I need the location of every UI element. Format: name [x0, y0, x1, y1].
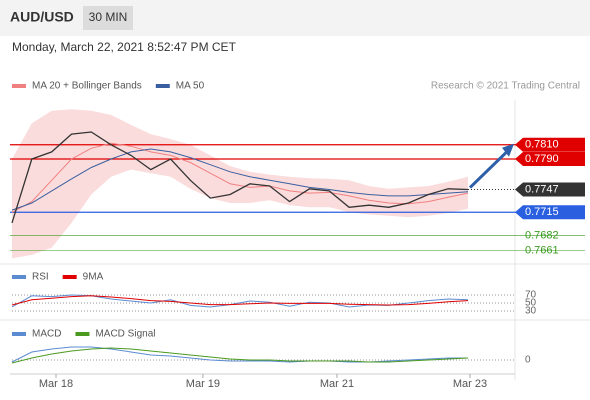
series-line	[11, 142, 469, 213]
y-tick-label: 70	[525, 290, 537, 301]
level-box	[515, 205, 585, 220]
legend-label: MACD	[32, 329, 61, 340]
legend-label: RSI	[32, 272, 49, 283]
level-label: 0.7715	[525, 206, 559, 218]
level-label: 0.7810	[525, 139, 559, 151]
symbol: AUD/USD	[10, 9, 74, 25]
series-line	[11, 148, 469, 211]
y-tick-label: 0	[525, 355, 531, 366]
legend-label: MA 50	[176, 81, 205, 92]
interval-box	[83, 6, 133, 30]
arrow-head	[502, 143, 514, 157]
level-label: 0.7790	[525, 153, 559, 165]
x-tick-label: Mar 19	[186, 378, 220, 390]
legend-swatch	[12, 84, 26, 88]
interval: 30 MIN	[89, 10, 128, 24]
level-box	[515, 182, 585, 197]
legend-swatch	[75, 332, 90, 336]
legend-label: MACD Signal	[95, 329, 155, 340]
series-line	[11, 295, 469, 306]
level-box	[515, 137, 585, 152]
level-label: 0.7661	[525, 245, 559, 257]
legend-label: 9MA	[83, 272, 104, 283]
credit: Research © 2021 Trading Central	[431, 81, 580, 92]
series-line	[11, 347, 469, 364]
level-label: 0.7747	[525, 183, 559, 195]
y-tick-label: 30	[525, 306, 537, 317]
y-tick-label: 50	[525, 298, 537, 309]
x-tick-label: Mar 18	[39, 378, 73, 390]
x-tick-label: Mar 21	[320, 378, 354, 390]
legend-swatch	[12, 332, 26, 336]
legend-swatch	[12, 275, 26, 279]
timestamp: Monday, March 22, 2021 8:52:47 PM CET	[12, 40, 237, 54]
x-tick-label: Mar 23	[453, 378, 487, 390]
level-box	[515, 151, 585, 166]
legend-swatch	[155, 84, 170, 88]
legend-swatch	[62, 275, 77, 279]
bollinger-band	[12, 109, 468, 259]
level-label: 0.7682	[525, 230, 559, 242]
legend-label: MA 20 + Bollinger Bands	[32, 81, 142, 92]
arrow	[468, 147, 512, 189]
price-line	[11, 131, 469, 224]
series-line	[11, 346, 468, 363]
